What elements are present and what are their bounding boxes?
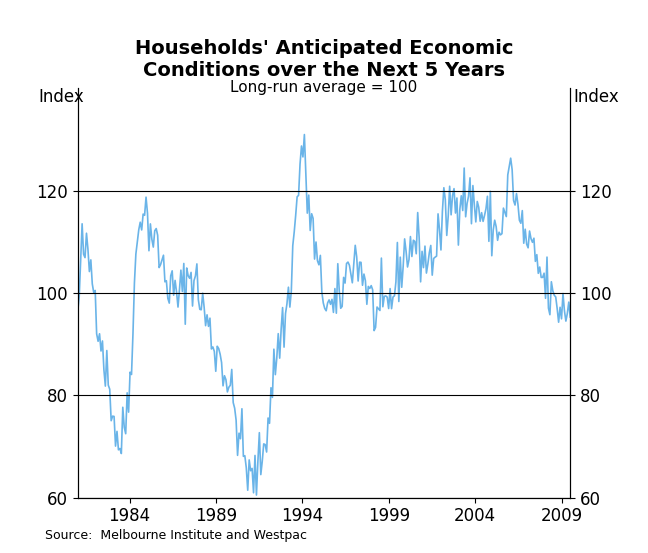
Text: Long-run average = 100: Long-run average = 100 xyxy=(231,80,417,95)
Text: Index: Index xyxy=(573,88,619,107)
Text: Source:  Melbourne Institute and Westpac: Source: Melbourne Institute and Westpac xyxy=(45,529,307,542)
Text: Index: Index xyxy=(38,88,84,107)
Text: Households' Anticipated Economic
Conditions over the Next 5 Years: Households' Anticipated Economic Conditi… xyxy=(135,39,513,80)
